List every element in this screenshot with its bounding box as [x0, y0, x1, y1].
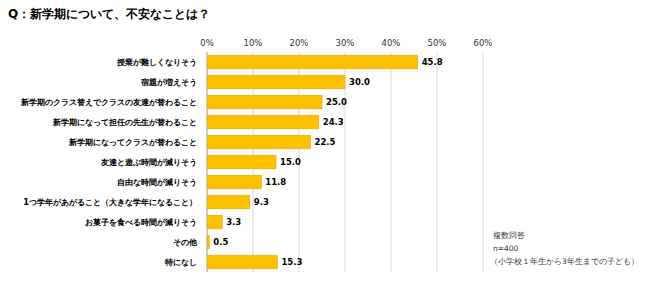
category-label: 授業が難しくなりそう [116, 57, 197, 67]
annotation: 複数回答 [493, 231, 525, 240]
category-label: 1つ学年があがること（大きな学年になること） [23, 197, 197, 207]
category-label: 友達と遊ぶ時間が減りそう [100, 157, 197, 167]
category-label: 自由な時間が減りそう [117, 177, 197, 187]
bar [207, 135, 311, 149]
title: Q：新学期について、不安なことは？ [8, 7, 210, 21]
bar [207, 95, 322, 109]
category-label: 新学期になって担任の先生が替わること [52, 117, 197, 127]
bar [207, 55, 418, 69]
data-label: 15.0 [280, 157, 301, 167]
grid-line [391, 52, 392, 272]
data-label: 3.3 [226, 217, 241, 227]
bar [207, 155, 276, 169]
data-label: 45.8 [422, 57, 443, 67]
data-label: 24.3 [323, 117, 344, 127]
bar [207, 115, 319, 129]
category-label: お菓子を食べる時間が減りそう [85, 217, 197, 227]
category-label: 新学期のクラス替えでクラスの友達が替わること [20, 97, 197, 107]
bar [207, 75, 345, 89]
grid-line [437, 52, 438, 272]
bar [207, 175, 261, 189]
data-label: 15.3 [281, 257, 302, 267]
bars [207, 55, 418, 269]
tick-label: 20% [290, 38, 309, 48]
labels: 授業が難しくなりそう 45.8 宿題が増えそう 30.0 新学期のクラス替えでクラスの友… [20, 57, 443, 267]
annotation: （小学校１年生から3年生までの子ども） [490, 257, 639, 266]
category-label: 宿題が増えそう [140, 77, 197, 87]
data-label: 0.5 [213, 237, 228, 247]
tick-label: 0% [200, 38, 214, 48]
data-label: 9.3 [254, 197, 269, 207]
bar [207, 215, 222, 229]
annotation: n=400 [493, 244, 519, 253]
bar [207, 235, 209, 249]
category-label: 特になし [164, 257, 197, 267]
bar [207, 195, 250, 209]
chart: Q：新学期について、不安なことは？ 0% 10% 20% 30% 40% 50% 60% 授業が… [0, 0, 650, 287]
data-label: 30.0 [349, 77, 370, 87]
category-label: 新学期になってクラスが替わること [68, 137, 197, 147]
tick-label: 30% [336, 38, 355, 48]
grid-line [483, 52, 484, 272]
tick-label: 60% [474, 38, 493, 48]
data-label: 25.0 [326, 97, 347, 107]
tick-label: 10% [244, 38, 263, 48]
grid [207, 52, 483, 272]
category-label: その他 [173, 237, 198, 247]
data-label: 22.5 [315, 137, 336, 147]
bar [207, 255, 277, 269]
data-label: 11.8 [265, 177, 286, 187]
tick-label: 40% [382, 38, 401, 48]
tick-label: 50% [428, 38, 447, 48]
